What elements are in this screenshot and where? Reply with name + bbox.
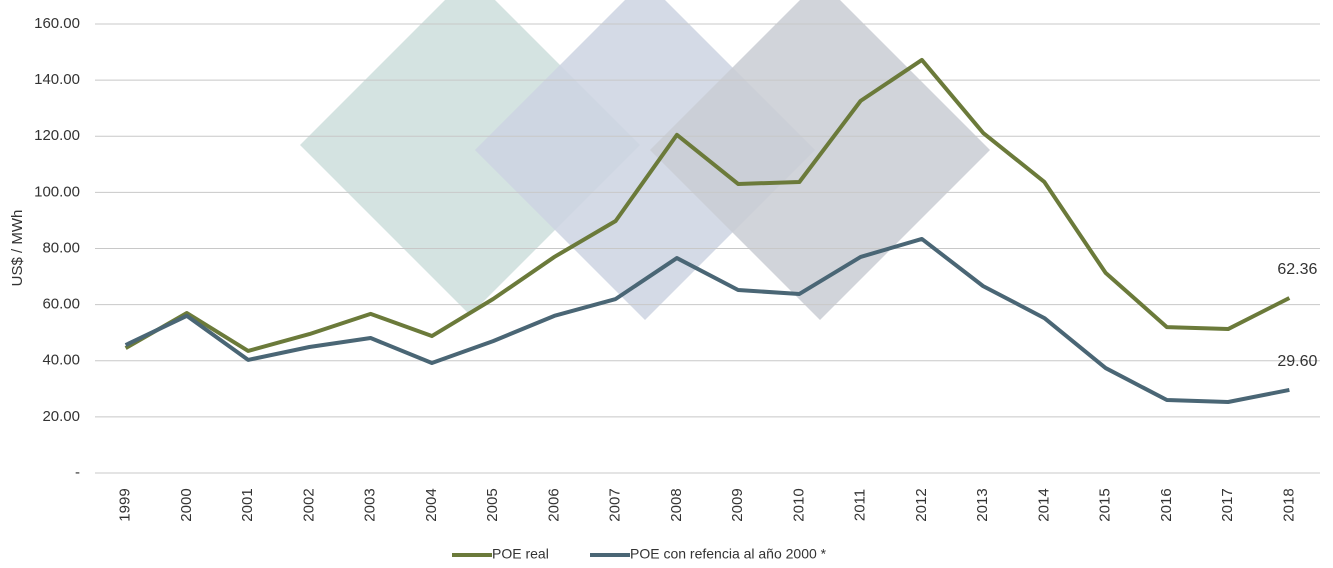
y-tick-label: 120.00	[34, 127, 80, 144]
x-tick-label: 2007	[607, 488, 624, 521]
x-tick-label: 2000	[178, 488, 195, 521]
x-tick-label: 2016	[1158, 488, 1175, 521]
y-tick-label: -	[75, 464, 80, 481]
x-tick-label: 2018	[1280, 488, 1297, 521]
y-axis-label: US$ / MWh	[9, 210, 26, 287]
data-label: 29.60	[1277, 353, 1317, 370]
x-tick-label: 2012	[913, 488, 930, 521]
y-tick-label: 60.00	[42, 296, 80, 313]
y-tick-label: 140.00	[34, 71, 80, 88]
x-tick-label: 2015	[1097, 488, 1114, 521]
x-tick-label: 2002	[300, 488, 317, 521]
x-tick-label: 2008	[668, 488, 685, 521]
line	[124, 236, 1290, 405]
x-tick-label: 2017	[1219, 488, 1236, 521]
x-tick-label: 2005	[484, 488, 501, 521]
line	[124, 57, 1291, 353]
y-tick-label: 20.00	[42, 408, 80, 425]
x-tick-label: 2011	[852, 489, 869, 521]
x-tick-label: 2009	[729, 488, 746, 521]
x-tick-label: 2004	[423, 488, 440, 521]
x-tick-label: 2013	[974, 488, 991, 521]
legend-label: POE real	[492, 546, 549, 562]
legend-label: POE con refencia al año 2000 *	[630, 546, 827, 562]
y-tick-label: 100.00	[34, 183, 80, 200]
x-tick-label: 2003	[362, 488, 379, 521]
x-tick-label: 2014	[1035, 488, 1052, 521]
data-label: 62.36	[1277, 261, 1317, 278]
y-tick-label: 40.00	[42, 352, 80, 369]
x-tick-label: 2006	[545, 488, 562, 521]
x-tick-label: 2001	[239, 488, 256, 521]
x-tick-label: 1999	[117, 488, 134, 521]
y-tick-label: 160.00	[34, 15, 80, 32]
y-tick-label: 80.00	[42, 239, 80, 256]
x-tick-label: 2010	[790, 488, 807, 521]
